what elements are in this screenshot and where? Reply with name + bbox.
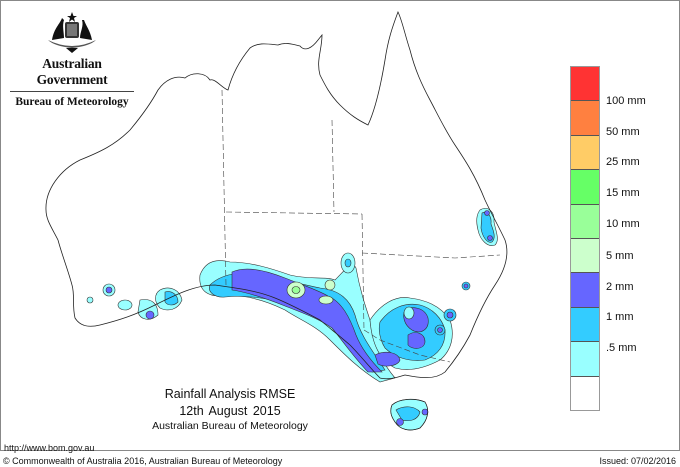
- legend-label: 5 mm: [606, 250, 634, 262]
- bom-website-link[interactable]: http://www.bom.gov.au: [4, 443, 95, 453]
- legend-label: 15 mm: [606, 187, 640, 199]
- org-divider: [10, 91, 134, 92]
- legend-band: [571, 204, 599, 239]
- org-name: Australian Government: [36, 56, 108, 87]
- legend-band: [571, 342, 599, 377]
- legend-label: 50 mm: [606, 126, 640, 138]
- legend-band: [571, 273, 599, 308]
- legend-label: .5 mm: [606, 342, 637, 354]
- copyright-notice: © Commonwealth of Australia 2016, Austra…: [3, 456, 283, 466]
- map-title: Rainfall Analysis RMSE: [164, 387, 296, 401]
- map-source: Australian Bureau of Meteorology: [152, 420, 308, 432]
- australia-coastline: [45, 11, 508, 380]
- state-borders: [221, 89, 501, 363]
- map-title-block: Rainfall Analysis RMSE 12th August 2015 …: [130, 387, 330, 432]
- legend-band: [571, 307, 599, 343]
- issued-date: Issued: 07/02/2016: [599, 456, 676, 466]
- legend-band: [571, 67, 599, 102]
- legend-band: [571, 135, 599, 171]
- legend-band: [571, 238, 599, 274]
- rainfall-contours: [86, 208, 498, 431]
- legend-label: 1 mm: [606, 311, 634, 323]
- legend-band: [571, 170, 599, 205]
- tasmania-coastline: [390, 398, 429, 431]
- bom-logo: Australian Government Bureau of Meteorol…: [8, 10, 136, 108]
- legend-label: 2 mm: [606, 281, 634, 293]
- map-date: 12th August 2015: [179, 404, 281, 418]
- coat-of-arms-icon: [48, 12, 96, 53]
- legend-label: 25 mm: [606, 156, 640, 168]
- agency-name: Bureau of Meteorology: [15, 96, 129, 108]
- legend-label: 100 mm: [606, 95, 646, 107]
- legend-label: 10 mm: [606, 218, 640, 230]
- rainfall-map: [45, 11, 508, 431]
- legend-band: [571, 101, 599, 136]
- legend-band: [571, 376, 599, 410]
- rainfall-legend: [570, 66, 600, 411]
